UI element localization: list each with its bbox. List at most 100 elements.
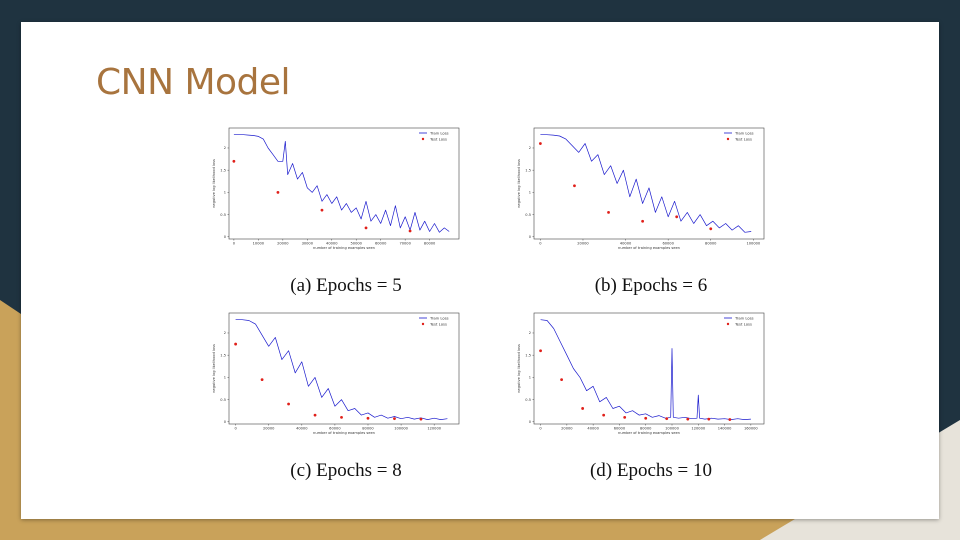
legend-train-label: Train Loss: [734, 315, 754, 320]
y-tick-label: 0: [529, 235, 532, 239]
chart-caption-c: (c) Epochs = 8: [290, 460, 402, 481]
test-loss-point: [709, 227, 713, 231]
test-loss-point: [419, 417, 423, 421]
test-loss-point: [408, 229, 412, 233]
test-loss-point: [234, 342, 238, 346]
x-tick-label: 40000: [326, 242, 338, 246]
test-loss-point: [644, 416, 648, 420]
x-tick-label: 30000: [302, 242, 314, 246]
x-tick-label: 80000: [424, 242, 436, 246]
test-loss-point: [287, 402, 290, 406]
test-loss-point: [320, 208, 324, 212]
x-tick-label: 20000: [277, 242, 289, 246]
y-tick-label: 1: [529, 191, 531, 195]
test-loss-point: [623, 415, 627, 419]
x-tick-label: 140000: [718, 427, 732, 431]
test-loss-point: [686, 417, 690, 421]
x-tick-label: 10000: [253, 242, 265, 246]
chart-panel-c: 0 20000 40000 60000 80000 100000 120000 0 0.5 1 1.…: [196, 312, 496, 482]
test-loss-point: [707, 417, 711, 421]
y-axis-label: negative log likelihood loss: [517, 344, 521, 393]
train-loss-line: [233, 134, 450, 233]
legend-test-label: Test Loss: [734, 321, 752, 326]
plot-area: [228, 127, 460, 240]
x-tick-label: 0: [539, 427, 542, 431]
chart-panel-a: 0 10000 20000 30000 40000 50000 60000 70000 8000…: [196, 127, 496, 297]
x-tick-label: 100000: [746, 242, 760, 246]
x-tick-label: 40000: [296, 427, 308, 431]
y-tick-label: 1.5: [220, 353, 226, 357]
train-loss-line: [235, 319, 448, 420]
x-tick-label: 80000: [640, 427, 652, 431]
test-loss-point: [260, 378, 264, 381]
y-axis-label: negative log likelihood loss: [517, 159, 521, 208]
legend-test-swatch: [726, 137, 730, 141]
test-loss-point: [276, 190, 280, 194]
y-tick-label: 2: [529, 146, 531, 150]
x-tick-label: 160000: [744, 427, 758, 431]
test-loss-point: [728, 418, 732, 421]
y-axis-label: negative log likelihood loss: [212, 344, 216, 393]
test-loss-point: [232, 159, 236, 163]
chart-panel-d: 0 20000 40000 60000 80000 100000 120000 140000 1…: [501, 312, 801, 482]
y-tick-label: 0: [224, 420, 227, 424]
test-loss-point: [366, 416, 370, 420]
slide: CNN Model 0 10000 20000 30000 40000 50000 6000…: [21, 22, 939, 519]
y-tick-label: 1.5: [525, 168, 531, 172]
chart-a: 0 10000 20000 30000 40000 50000 60000 70000 8000…: [212, 127, 460, 250]
test-loss-point: [313, 413, 317, 417]
y-axis-label: negative log likelihood loss: [212, 159, 216, 208]
chart-b: 0 20000 40000 60000 80000 100000 0 0.5 1 1.5 2 numb…: [517, 127, 765, 250]
train-loss-line: [540, 134, 752, 233]
chart-caption-d: (d) Epochs = 10: [589, 460, 713, 481]
y-tick-label: 1.5: [220, 168, 226, 172]
x-tick-label: 60000: [375, 242, 387, 246]
slide-title: CNN Model: [96, 62, 291, 103]
x-tick-label: 70000: [399, 242, 411, 246]
legend-test-swatch: [726, 322, 730, 326]
y-tick-label: 2: [529, 331, 531, 335]
x-tick-label: 80000: [705, 242, 717, 246]
legend-test-swatch: [421, 137, 425, 141]
x-tick-label: 120000: [427, 427, 441, 431]
test-loss-point: [538, 142, 542, 145]
x-tick-label: 20000: [263, 427, 275, 431]
test-loss-point: [675, 215, 679, 219]
x-tick-label: 0: [539, 242, 542, 246]
test-loss-point: [539, 349, 542, 353]
y-tick-label: 2: [224, 146, 226, 150]
x-tick-label: 40000: [620, 242, 632, 246]
legend-test-label: Test Loss: [429, 321, 447, 326]
x-axis-label: number of training examples seen: [313, 431, 375, 435]
y-tick-label: 1: [224, 191, 226, 195]
legend-train-label: Train Loss: [734, 130, 754, 135]
y-tick-label: 0: [224, 235, 227, 239]
x-tick-label: 40000: [587, 427, 599, 431]
x-tick-label: 0: [234, 427, 237, 431]
x-tick-label: 60000: [614, 427, 626, 431]
train-loss-line: [540, 319, 751, 420]
x-tick-label: 100000: [394, 427, 408, 431]
test-loss-point: [641, 219, 645, 223]
chart-caption-b: (b) Epochs = 6: [594, 275, 708, 296]
x-tick-label: 60000: [662, 242, 674, 246]
y-tick-label: 1.5: [525, 353, 531, 357]
plot-area: [533, 127, 765, 240]
test-loss-point: [364, 226, 368, 230]
x-tick-label: 20000: [561, 427, 573, 431]
plot-area: [228, 312, 460, 425]
legend-test-label: Test Loss: [429, 136, 447, 141]
y-tick-label: 0.5: [525, 213, 531, 217]
legend-train-label: Train Loss: [429, 315, 449, 320]
x-tick-label: 120000: [691, 427, 705, 431]
legend-test-swatch: [421, 322, 425, 326]
y-tick-label: 0: [529, 420, 532, 424]
x-tick-label: 80000: [362, 427, 374, 431]
legend-test-label: Test Loss: [734, 136, 752, 141]
chart-d: 0 20000 40000 60000 80000 100000 120000 140000 1…: [517, 312, 765, 435]
test-loss-point: [573, 184, 576, 188]
test-loss-point: [393, 417, 396, 421]
test-loss-point: [560, 378, 563, 381]
test-loss-point: [607, 210, 610, 214]
y-tick-label: 1: [529, 376, 531, 380]
